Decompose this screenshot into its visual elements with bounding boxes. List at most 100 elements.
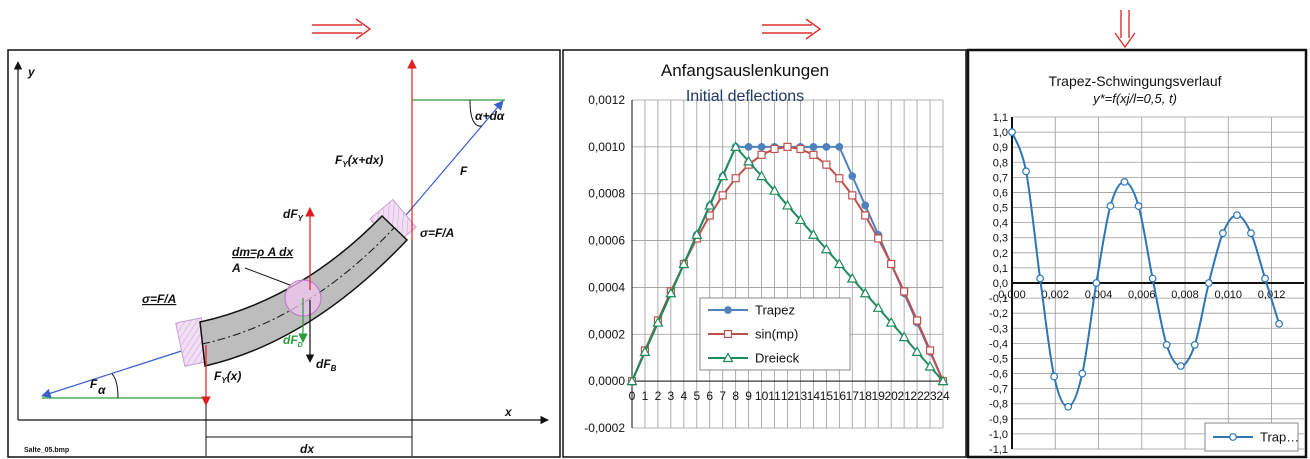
- marker: [836, 144, 843, 151]
- label: A: [231, 261, 241, 275]
- y-tick-label: -0,2: [989, 308, 1008, 320]
- x-tick-label: 0,002: [1041, 289, 1069, 301]
- y-tick-label: 0,0000: [588, 374, 625, 388]
- y-tick-label: 0,0002: [588, 327, 625, 341]
- x-tick-label: 11: [768, 389, 781, 403]
- x-tick-label: 22: [910, 389, 924, 403]
- label: dx: [300, 442, 315, 456]
- label: FY(x): [214, 369, 241, 385]
- label-main: dF: [283, 333, 298, 347]
- leader: [245, 268, 290, 285]
- y-tick-label: -0,5: [989, 353, 1008, 365]
- marker: [1149, 275, 1156, 282]
- marker: [823, 144, 830, 151]
- marker: [1093, 280, 1100, 287]
- x-tick-label: 17: [846, 389, 860, 403]
- x-tick-label: 15: [820, 389, 834, 403]
- label-main: dF: [316, 357, 331, 371]
- marker: [836, 175, 843, 182]
- page: {"diagram": {"axis_y": "y", "axis_x": "x…: [0, 0, 1310, 459]
- x-tick-label: 16: [833, 389, 847, 403]
- y-tick-label: 0,0006: [588, 234, 625, 248]
- marker: [1177, 363, 1184, 370]
- x-tick-label: 0,006: [1128, 289, 1156, 301]
- legend-label: Trapez: [755, 303, 795, 318]
- marker: [1065, 403, 1072, 410]
- marker: [1037, 275, 1044, 282]
- marker: [1234, 212, 1241, 219]
- y-tick-label: -0,4: [989, 338, 1008, 350]
- chart-subtitle: y*=f(xj/l=0,5, t): [1092, 91, 1177, 106]
- marker: [1051, 373, 1058, 380]
- x-tick-label: 4: [680, 389, 687, 403]
- file-name: Salte_05.bmp: [24, 447, 69, 454]
- y-tick-label: 0,2: [993, 248, 1008, 260]
- legend-marker: [725, 331, 732, 338]
- y-tick-label: -1,0: [989, 429, 1008, 441]
- x-tick-label: 19: [872, 389, 886, 403]
- y-tick-label: -0,3: [989, 323, 1008, 335]
- marker: [719, 192, 726, 199]
- y-tick-label: -0,6: [989, 369, 1008, 381]
- marker: [784, 143, 791, 150]
- x-tick-label: 3: [668, 389, 675, 403]
- y-tick-label: 0,0008: [588, 187, 625, 201]
- x-tick-label: 14: [807, 389, 821, 403]
- marker: [849, 173, 856, 180]
- y-tick-label: 0,1: [993, 263, 1008, 275]
- x-tick-label: 13: [794, 389, 808, 403]
- x-tick-label: 0,008: [1171, 289, 1199, 301]
- marker: [849, 192, 856, 199]
- marker: [888, 261, 895, 268]
- label: F: [460, 164, 468, 178]
- marker: [1248, 230, 1255, 237]
- x-tick-label: 12: [781, 389, 795, 403]
- marker: [732, 175, 739, 182]
- x-tick-label: 0,010: [1215, 289, 1243, 301]
- marker: [797, 145, 804, 152]
- marker: [914, 317, 921, 324]
- x-tick-label: 21: [897, 389, 911, 403]
- marker: [1009, 129, 1016, 136]
- marker: [862, 212, 869, 219]
- chart-title: Trapez-Schwingungsverlauf: [1048, 73, 1221, 89]
- y-tick-label: 0,9: [993, 142, 1008, 154]
- legend-label: Dreieck: [755, 351, 800, 366]
- label: σ=F/A: [142, 292, 176, 306]
- y-tick-label: 1,0: [993, 127, 1008, 139]
- marker: [810, 144, 817, 151]
- chart-title: Anfangsauslenkungen: [661, 61, 829, 80]
- label: dm=ρ A dx: [232, 245, 294, 259]
- chart-subtitle: Initial deflections: [686, 88, 804, 105]
- axis-label: y: [27, 65, 36, 79]
- label: dFY: [283, 207, 304, 223]
- marker: [901, 288, 908, 295]
- y-tick-label: 0,8: [993, 157, 1008, 169]
- y-tick-label: 0,6: [993, 187, 1008, 199]
- marker: [758, 151, 765, 158]
- axis-label: x: [504, 405, 513, 419]
- legend-label: Trap…: [1260, 430, 1299, 445]
- arrow-right: [762, 19, 820, 39]
- y-tick-label: 0,0010: [588, 140, 625, 154]
- x-tick-label: 6: [706, 389, 713, 403]
- marker: [1079, 370, 1086, 377]
- y-tick-label: 0,0004: [588, 280, 625, 294]
- screenshot: y x F F α α+dα FY(x+dx) FY(x) dFY dFB dF…: [0, 0, 1310, 459]
- diagram: y x F F α α+dα FY(x+dx) FY(x) dFY dFB dF…: [18, 60, 548, 456]
- flow-arrows: [312, 10, 1135, 47]
- marker: [771, 145, 778, 152]
- marker: [1023, 168, 1030, 175]
- marker: [1121, 179, 1128, 186]
- marker: [1276, 320, 1283, 327]
- x-tick-label: 7: [719, 389, 726, 403]
- label-sub: B: [331, 364, 337, 373]
- marker: [810, 151, 817, 158]
- legend-label: sin(mp): [755, 327, 798, 342]
- marker: [1220, 230, 1227, 237]
- arrow-right: [312, 19, 370, 39]
- x-tick-label: 18: [859, 389, 873, 403]
- marker: [1107, 203, 1114, 210]
- x-tick-label: 24: [936, 389, 950, 403]
- chart: -0,00020,00000,00020,00040,00060,00080,0…: [584, 61, 950, 435]
